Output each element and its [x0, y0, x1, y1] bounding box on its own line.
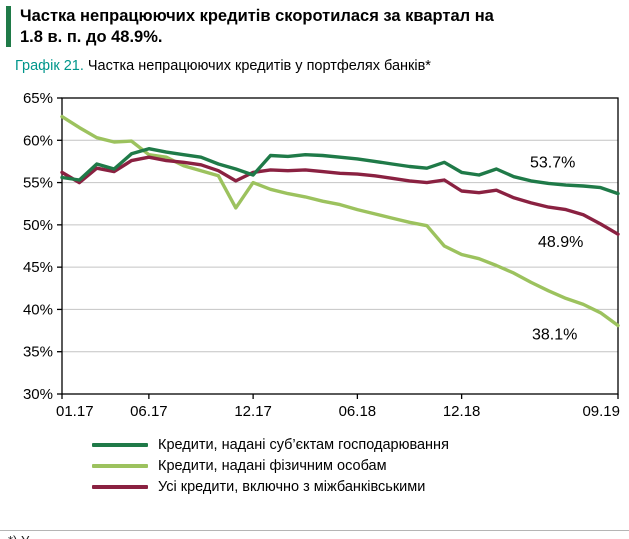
x-axis-tick-label: 06.18 [339, 403, 377, 420]
y-axis-tick-label: 30% [23, 386, 53, 403]
legend-item: Усі кредити, включно з міжбанківськими [92, 477, 627, 498]
series-line-1 [60, 114, 620, 327]
x-axis-tick-label: 12.18 [443, 403, 481, 420]
x-axis-tick-label: 06.17 [130, 403, 168, 420]
chart-legend: Кредити, надані суб’єктам господарювання… [92, 435, 627, 498]
title-accent-bar [6, 6, 11, 48]
x-axis-tick-label: 12.17 [234, 403, 272, 420]
legend-line-swatch [92, 442, 148, 448]
y-axis-tick-label: 60% [23, 132, 53, 149]
series-line-0 [60, 146, 620, 195]
series-line-2 [60, 155, 620, 236]
page-title-line1: Частка непрацюючих кредитів скоротилася … [20, 7, 494, 25]
legend-label: Кредити, надані суб’єктам господарювання [158, 437, 449, 454]
series-end-label: 38.1% [532, 326, 577, 343]
plot-border [61, 96, 619, 395]
legend-line-swatch [92, 484, 148, 490]
legend-label: Усі кредити, включно з міжбанківськими [158, 479, 426, 496]
y-axis-tick-label: 35% [23, 343, 53, 360]
legend-item: Кредити, надані фізичним особам [92, 456, 627, 477]
y-axis-tick-label: 45% [23, 259, 53, 276]
legend-item: Кредити, надані суб’єктам господарювання [92, 435, 627, 456]
page-header: Частка непрацюючих кредитів скоротилася … [6, 6, 627, 48]
series-end-label: 48.9% [538, 234, 583, 251]
legend-label: Кредити, надані фізичним особам [158, 458, 387, 475]
y-axis-tick-label: 40% [23, 301, 53, 318]
legend-line-swatch [92, 463, 148, 469]
chart-caption: Графік 21. Частка непрацюючих кредитів у… [15, 58, 627, 75]
chart-caption-text: Частка непрацюючих кредитів у портфелях … [83, 58, 431, 75]
footnote: *) У [0, 530, 629, 539]
x-axis-tick-label: 09.19 [582, 403, 620, 420]
npl-line-chart: 65% 60% 55% 50% 45% 40% 35% 30% 01.17 06.17 12.17 0… [6, 84, 627, 431]
page-title: Частка непрацюючих кредитів скоротилася … [20, 6, 494, 47]
footnote-text: *) У [8, 533, 29, 539]
series-end-label: 53.7% [530, 154, 575, 171]
y-axis-tick-label: 65% [23, 90, 53, 107]
x-axis-tick-label: 01.17 [56, 403, 94, 420]
chart-plot: 65% 60% 55% 50% 45% 40% 35% 30%01.17 06.17 12.17 0… [23, 90, 620, 420]
y-axis-tick-label: 55% [23, 174, 53, 191]
y-axis-tick-label: 50% [23, 216, 53, 233]
chart-caption-number: Графік 21. [15, 58, 84, 75]
page-title-line2: 1.8 в. п. до 48.9%. [20, 27, 163, 46]
